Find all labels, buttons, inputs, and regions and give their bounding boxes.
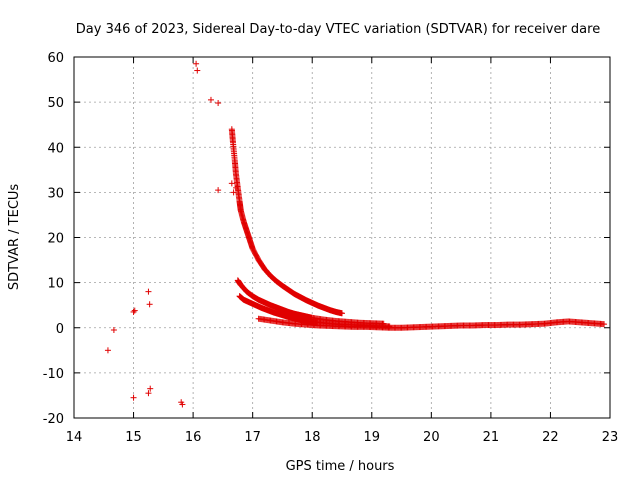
y-tick-label: 50 bbox=[47, 96, 64, 111]
data-point bbox=[215, 187, 222, 194]
y-tick-label: -10 bbox=[43, 367, 64, 382]
x-axis-label: GPS time / hours bbox=[286, 459, 395, 474]
data-point bbox=[110, 327, 117, 334]
data-points bbox=[104, 60, 608, 408]
axis-ticks bbox=[73, 56, 611, 419]
data-point bbox=[215, 100, 222, 107]
x-tick-label: 21 bbox=[483, 430, 500, 445]
x-tick-label: 22 bbox=[542, 430, 559, 445]
data-point bbox=[130, 394, 137, 401]
data-point bbox=[339, 310, 345, 317]
y-tick-label: 30 bbox=[47, 186, 64, 201]
x-tick-label: 19 bbox=[364, 430, 381, 445]
y-tick-label: -20 bbox=[43, 412, 64, 427]
y-axis-label: SDTVAR / TECUs bbox=[7, 184, 22, 291]
y-tick-label: 0 bbox=[56, 322, 64, 337]
data-point bbox=[130, 308, 137, 315]
y-tick-label: 60 bbox=[47, 51, 64, 66]
x-tick-label: 16 bbox=[185, 430, 202, 445]
data-point bbox=[601, 321, 608, 328]
data-point bbox=[194, 67, 201, 74]
data-point bbox=[146, 301, 153, 308]
data-point bbox=[145, 288, 152, 295]
grid bbox=[74, 57, 610, 418]
data-point bbox=[193, 60, 200, 67]
x-tick-label: 17 bbox=[244, 430, 261, 445]
tick-labels: 14 15 16 17 18 19 20 21 22 23 -20 -10 0 10 20 30 40 50 60 bbox=[43, 51, 619, 445]
chart-title: Day 346 of 2023, Sidereal Day-to-day VTE… bbox=[76, 22, 600, 37]
data-point bbox=[147, 385, 154, 392]
y-tick-label: 40 bbox=[47, 141, 64, 156]
y-tick-label: 10 bbox=[47, 277, 64, 292]
data-point bbox=[131, 307, 138, 314]
x-tick-label: 14 bbox=[66, 430, 83, 445]
data-point bbox=[104, 347, 111, 354]
data-point bbox=[179, 401, 186, 408]
data-point bbox=[228, 180, 235, 187]
y-tick-label: 20 bbox=[47, 232, 64, 247]
x-tick-label: 23 bbox=[602, 430, 619, 445]
x-tick-label: 15 bbox=[125, 430, 142, 445]
data-point bbox=[145, 390, 152, 397]
x-tick-label: 18 bbox=[304, 430, 321, 445]
data-point bbox=[207, 96, 214, 103]
x-tick-label: 20 bbox=[423, 430, 440, 445]
